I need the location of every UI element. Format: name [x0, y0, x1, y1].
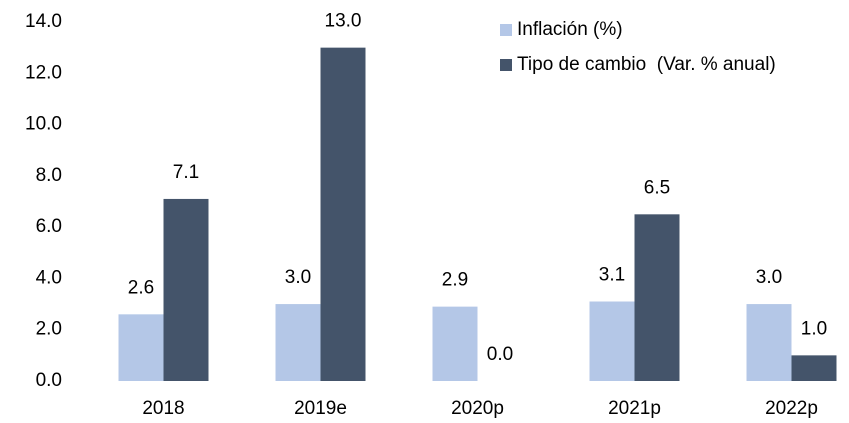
x-tick-label: 2022p	[765, 398, 818, 419]
value-label: 3.1	[599, 265, 625, 286]
value-label: 2.6	[128, 277, 154, 298]
bar	[589, 301, 635, 381]
value-label: 13.0	[325, 11, 362, 32]
x-tick-label: 2018	[142, 398, 184, 419]
legend-label: Inflación (%)	[517, 19, 623, 40]
value-label: 3.0	[285, 267, 311, 288]
y-tick-label: 0.0	[36, 370, 62, 391]
y-tick-label: 6.0	[36, 216, 62, 237]
value-label: 3.0	[756, 267, 782, 288]
value-label: 7.1	[173, 162, 199, 183]
y-tick-label: 14.0	[25, 11, 62, 32]
legend-label: Tipo de cambio (Var. % anual)	[517, 54, 776, 75]
value-label: 0.0	[487, 344, 513, 365]
y-tick-label: 8.0	[36, 165, 62, 186]
bar	[432, 306, 478, 381]
bar	[320, 47, 366, 382]
bar	[634, 214, 680, 381]
bar	[746, 304, 792, 381]
x-tick-label: 2019e	[294, 398, 347, 419]
y-tick-label: 10.0	[25, 114, 62, 135]
bar	[791, 355, 837, 381]
legend-swatch	[500, 59, 512, 71]
value-label: 2.9	[442, 270, 468, 291]
y-tick-label: 4.0	[36, 267, 62, 288]
y-tick-label: 2.0	[36, 319, 62, 340]
value-label: 6.5	[644, 177, 670, 198]
legend-swatch	[500, 24, 512, 36]
bar	[118, 314, 164, 381]
bar	[163, 198, 209, 381]
x-tick-label: 2020p	[451, 398, 504, 419]
y-tick-label: 12.0	[25, 62, 62, 83]
value-label: 1.0	[801, 318, 827, 339]
x-tick-label: 2021p	[608, 398, 661, 419]
bar	[275, 304, 321, 381]
